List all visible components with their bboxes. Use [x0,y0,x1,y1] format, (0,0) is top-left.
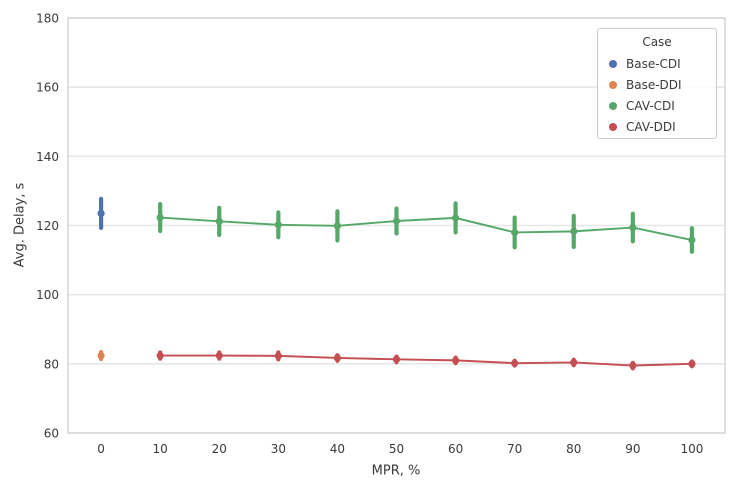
x-tick-label: 80 [566,442,581,456]
data-point [97,209,105,217]
data-point [215,351,223,360]
legend-item-label: CAV-DDI [626,119,676,134]
data-point [451,356,460,364]
y-tick-label: 160 [36,81,59,95]
legend-item-label: CAV-CDI [626,98,675,113]
data-point [392,355,401,363]
x-tick-label: 90 [625,442,640,456]
legend-title: Case [642,35,672,49]
legend-item: Base-DDI [598,74,716,95]
data-point [511,359,519,367]
series-CAV-CDI [156,201,696,254]
legend-item-label: Base-CDI [626,56,681,71]
data-point [215,217,223,225]
y-axis-label: Avg. Delay, s [12,182,28,268]
legend-item: Base-CDI [598,53,716,74]
x-tick-label: 70 [507,442,522,456]
legend-item: CAV-CDI [598,95,716,116]
data-point [570,358,578,367]
data-point [570,227,578,235]
data-point [629,223,637,232]
y-tick-label: 100 [36,288,59,302]
y-tick-label: 140 [36,150,59,164]
data-point [156,213,164,222]
data-point [274,352,282,360]
legend: Case Base-CDI Base-DDI CAV-CDI CAV-DDI [597,28,717,139]
plot-frame [67,17,726,434]
x-tick-label: 10 [153,442,168,456]
y-tick-label: 80 [44,357,59,371]
legend-item-label: Base-DDI [626,77,682,92]
legend-marker-icon [609,122,617,131]
data-point [392,217,401,225]
data-point [333,354,342,362]
series-Base-CDI [97,196,105,231]
x-tick-label: 0 [97,442,105,456]
x-axis-label: MPR, % [371,463,421,479]
series-CAV-DDI [156,350,696,371]
series-line [160,216,693,241]
data-point [511,228,519,237]
x-tick-label: 50 [389,442,404,456]
series-line [160,354,692,367]
data-point [451,214,460,222]
x-tick-label: 20 [212,442,227,456]
series-Base-DDI [97,349,105,362]
x-tick-label: 100 [680,442,703,456]
data-point [629,361,637,370]
data-point [156,351,164,360]
data-point [97,351,105,360]
y-tick-label: 180 [36,12,59,26]
x-tick-label: 60 [448,442,463,456]
legend-item: CAV-DDI [598,116,716,137]
legend-marker-icon [609,59,617,68]
data-point [688,236,696,244]
y-tick-label: 120 [36,219,59,233]
y-tick-label: 60 [44,427,59,441]
data-point [688,360,696,368]
data-point [274,221,282,229]
data-point [333,222,342,230]
x-tick-label: 40 [330,442,345,456]
legend-marker-icon [609,80,617,89]
x-tick-label: 30 [271,442,286,456]
legend-marker-icon [609,101,617,110]
